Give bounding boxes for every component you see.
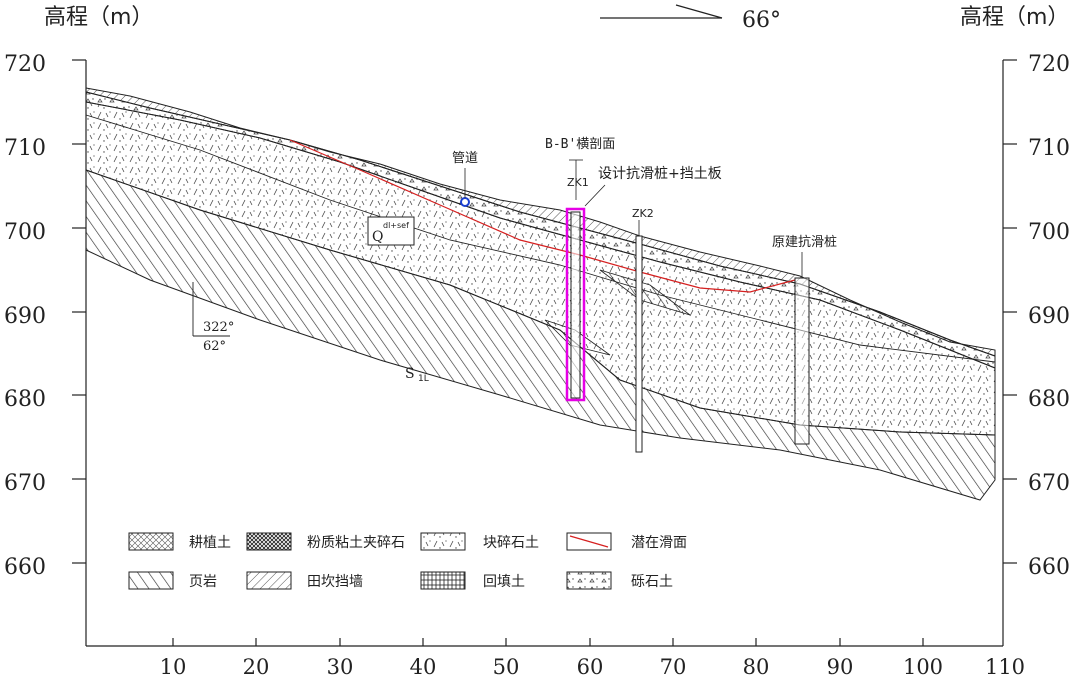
legend-label-silty-clay-gravel: 粉质粘土夹碎石 [307, 535, 405, 551]
design-pile [565, 207, 586, 402]
section-label: B-B'横剖面 [545, 137, 615, 152]
x-ticks [172, 638, 924, 646]
dip-angle-label: 62° [203, 339, 226, 354]
legend-label-block-gravel-soil: 块碎石土 [483, 535, 539, 551]
left-axis-title: 高程（m） [44, 5, 153, 30]
x-label-60: 60 [577, 655, 604, 679]
north-arrow [600, 4, 723, 19]
surface-soil-layer [85, 87, 996, 357]
dip-direction-label: 322° [203, 320, 234, 335]
y-label-690: 690 [4, 304, 46, 329]
x-label-40: 40 [410, 655, 437, 679]
right-axis-title: 高程（m） [960, 5, 1069, 30]
y-label-right-690: 690 [1028, 304, 1070, 329]
legend-label-shale: 页岩 [189, 574, 217, 590]
y-label-700: 700 [4, 220, 46, 245]
legend-label-cultivated-soil: 耕植土 [189, 534, 231, 551]
y-label-680: 680 [4, 387, 46, 412]
x-label-20: 20 [243, 655, 270, 679]
legend-label-gravel-soil: 砾石土 [631, 574, 673, 590]
design-pile-label: 设计抗滑桩+挡土板 [598, 165, 722, 182]
strata-s-subscript: 1L [418, 374, 429, 384]
y-label-right-680: 680 [1028, 387, 1070, 412]
legend-swatch-gravel-soil [566, 571, 612, 590]
x-label-70: 70 [660, 655, 687, 679]
y-tick-labels-right: 720 710 700 690 680 670 660 [1028, 52, 1070, 580]
y-label-720: 720 [4, 52, 46, 77]
legend: 耕植土 粉质粘土夹碎石 块碎石土 潜在滑面 页岩 田坎挡墙 回填土 砾石土 [128, 532, 687, 590]
x-label-100: 100 [903, 655, 943, 679]
y-label-670: 670 [4, 471, 46, 496]
y-label-right-700: 700 [1028, 220, 1070, 245]
strata-q-label: Q [372, 229, 383, 245]
y-label-right-720: 720 [1028, 52, 1070, 77]
zk2-borehole [635, 235, 643, 453]
legend-swatch-terrace-wall [246, 571, 292, 590]
pipeline-label: 管道 [452, 151, 478, 166]
legend-swatch-block-gravel-soil [420, 532, 466, 551]
legend-label-slip-surface: 潜在滑面 [631, 534, 687, 551]
legend-swatch-fill-soil [420, 571, 466, 590]
y-tick-labels-left: 720 710 700 690 680 670 660 [4, 52, 46, 580]
y-label-right-710: 710 [1028, 136, 1070, 161]
strata-q-box [367, 216, 415, 246]
legend-swatch-shale [128, 571, 174, 590]
y-label-right-660: 660 [1028, 555, 1070, 580]
existing-pile [794, 277, 810, 445]
legend-swatch-cultivated-soil [128, 532, 174, 551]
y-label-right-670: 670 [1028, 471, 1070, 496]
x-label-30: 30 [327, 655, 354, 679]
pipeline-marker [460, 197, 470, 207]
x-label-10: 10 [160, 655, 187, 679]
x-label-110: 110 [985, 655, 1025, 679]
strata-q-superscript: dl+sef [383, 221, 409, 230]
legend-label-terrace-wall: 田坎挡墙 [307, 574, 363, 590]
y-label-660: 660 [4, 555, 46, 580]
y-ticks [72, 59, 1017, 564]
y-label-710: 710 [4, 136, 46, 161]
x-label-90: 90 [827, 655, 854, 679]
legend-swatch-silty-clay-gravel [246, 532, 292, 551]
strata [85, 87, 996, 501]
x-label-50: 50 [493, 655, 520, 679]
dip-symbol: 322° 62° [192, 282, 234, 354]
x-tick-labels: 10 20 30 40 50 60 70 80 90 100 110 [160, 655, 1025, 679]
existing-pile-label: 原建抗滑桩 [772, 235, 837, 250]
direction-label: 66° [742, 8, 781, 33]
zk2-label: ZK2 [632, 207, 654, 220]
x-label-80: 80 [743, 655, 770, 679]
strata-s-label: S [405, 366, 415, 382]
legend-label-fill-soil: 回填土 [483, 574, 525, 590]
zk1-label: ZK1 [567, 176, 589, 189]
